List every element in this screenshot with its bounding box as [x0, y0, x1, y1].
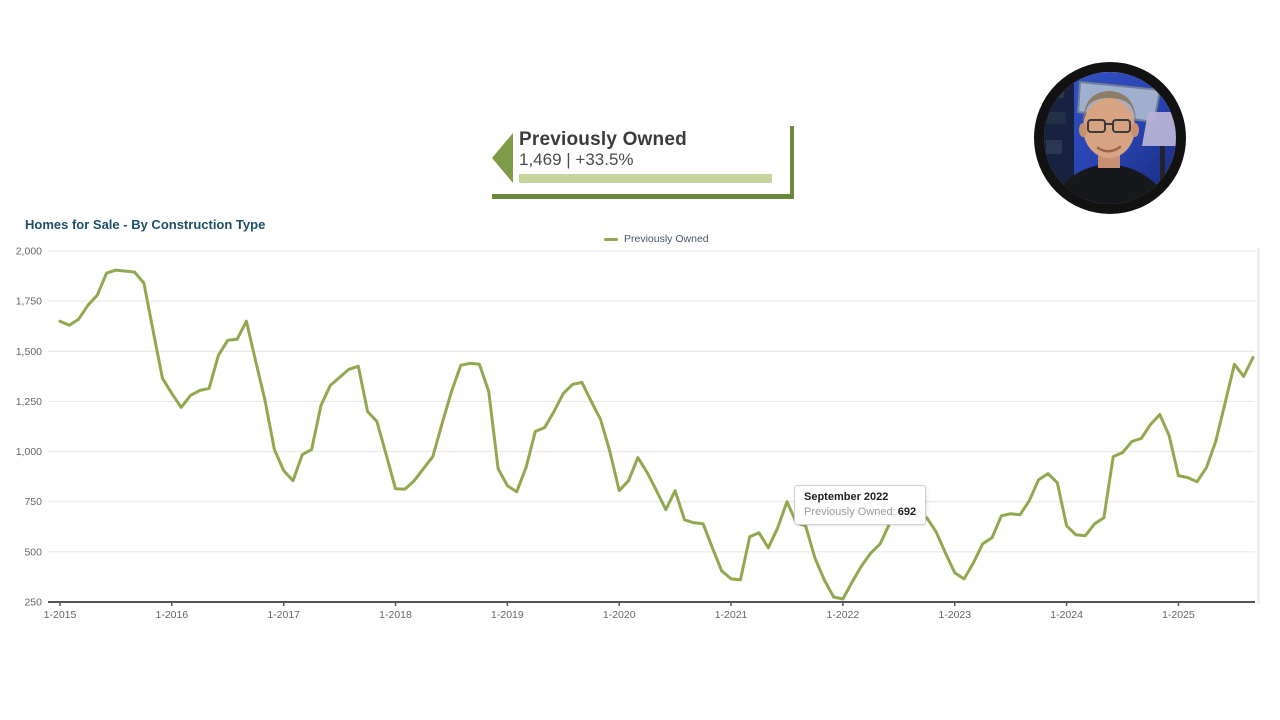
chart-tooltip: September 2022 Previously Owned: 692 [794, 485, 927, 525]
banner-title: Previously Owned [519, 129, 687, 150]
y-axis-label: 2,000 [16, 246, 42, 258]
tooltip-date: September 2022 [804, 491, 889, 503]
legend-label: Previously Owned [624, 233, 709, 245]
y-axis-label: 1,250 [16, 396, 42, 408]
x-axis-label: 1-2017 [267, 609, 300, 621]
webcam-ring [1034, 62, 1186, 214]
x-axis-label: 1-2024 [1050, 609, 1083, 621]
x-axis-label: 1-2019 [491, 609, 524, 621]
y-axis-label: 1,000 [16, 446, 42, 458]
legend-marker-icon [604, 237, 618, 241]
presenter-avatar [1034, 62, 1186, 214]
y-axis-label: 1,750 [16, 296, 42, 308]
x-axis-label: 1-2016 [155, 609, 188, 621]
y-axis-label: 250 [24, 597, 42, 609]
banner-value: 1,469 | +33.5% [519, 150, 634, 169]
tooltip-value: 692 [897, 506, 917, 518]
x-axis-label: 1-2022 [827, 609, 860, 621]
glasses-icon [1087, 119, 1131, 133]
tooltip-series-label: Previously Owned: [804, 506, 896, 518]
webcam-overlay [1032, 60, 1188, 216]
presenter-person [1046, 91, 1174, 204]
x-axis-label: 1-2015 [44, 609, 77, 621]
x-axis-label: 1-2025 [1162, 609, 1195, 621]
previously-owned-banner: Previously Owned 1,469 | +33.5% [492, 126, 794, 199]
y-axis-label: 1,500 [16, 346, 42, 358]
legend-item-previously-owned[interactable]: Previously Owned [604, 233, 709, 245]
left-arrow-icon [492, 133, 513, 183]
x-axis-label: 1-2021 [715, 609, 748, 621]
chart-right-edge [1257, 248, 1260, 604]
y-axis-label: 500 [24, 546, 42, 558]
series-line-previously-owned[interactable] [58, 268, 1255, 601]
x-axis-label: 1-2018 [379, 609, 412, 621]
x-axis-label: 1-2020 [603, 609, 636, 621]
banner-progress-bar [519, 174, 772, 183]
chart-title: Homes for Sale - By Construction Type [25, 217, 266, 232]
x-axis-label: 1-2023 [938, 609, 971, 621]
y-axis-label: 750 [24, 496, 42, 508]
